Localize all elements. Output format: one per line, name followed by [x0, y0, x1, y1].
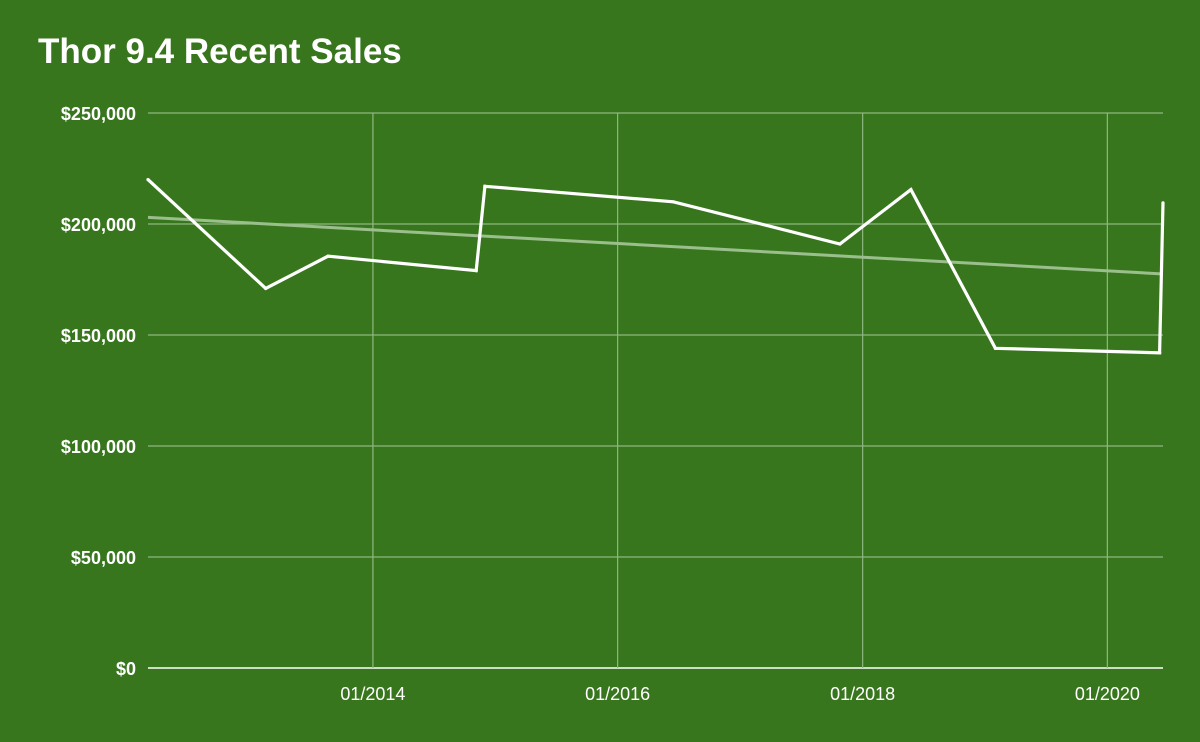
data-point	[474, 269, 478, 273]
data-point	[326, 254, 330, 258]
trendline	[147, 215, 1164, 276]
y-tick-label: $250,000	[61, 104, 136, 124]
data-point	[146, 178, 150, 182]
data-point	[671, 200, 675, 204]
data-point	[838, 242, 842, 246]
data-point	[1158, 351, 1162, 355]
x-tick-label: 01/2020	[1075, 684, 1140, 704]
x-tick-label: 01/2016	[585, 684, 650, 704]
y-tick-label: $150,000	[61, 326, 136, 346]
data-point	[993, 346, 997, 350]
y-tick-label: $50,000	[71, 548, 136, 568]
y-tick-label: $0	[116, 659, 136, 679]
data-point	[909, 187, 913, 192]
chart-title: Thor 9.4 Recent Sales	[38, 32, 402, 71]
x-tick-label: 01/2018	[830, 684, 895, 704]
data-point	[264, 286, 268, 290]
data-point	[483, 184, 487, 188]
y-tick-label: $200,000	[61, 215, 136, 235]
y-tick-label: $100,000	[61, 437, 136, 457]
x-tick-label: 01/2014	[340, 684, 405, 704]
data-point	[1161, 201, 1165, 205]
